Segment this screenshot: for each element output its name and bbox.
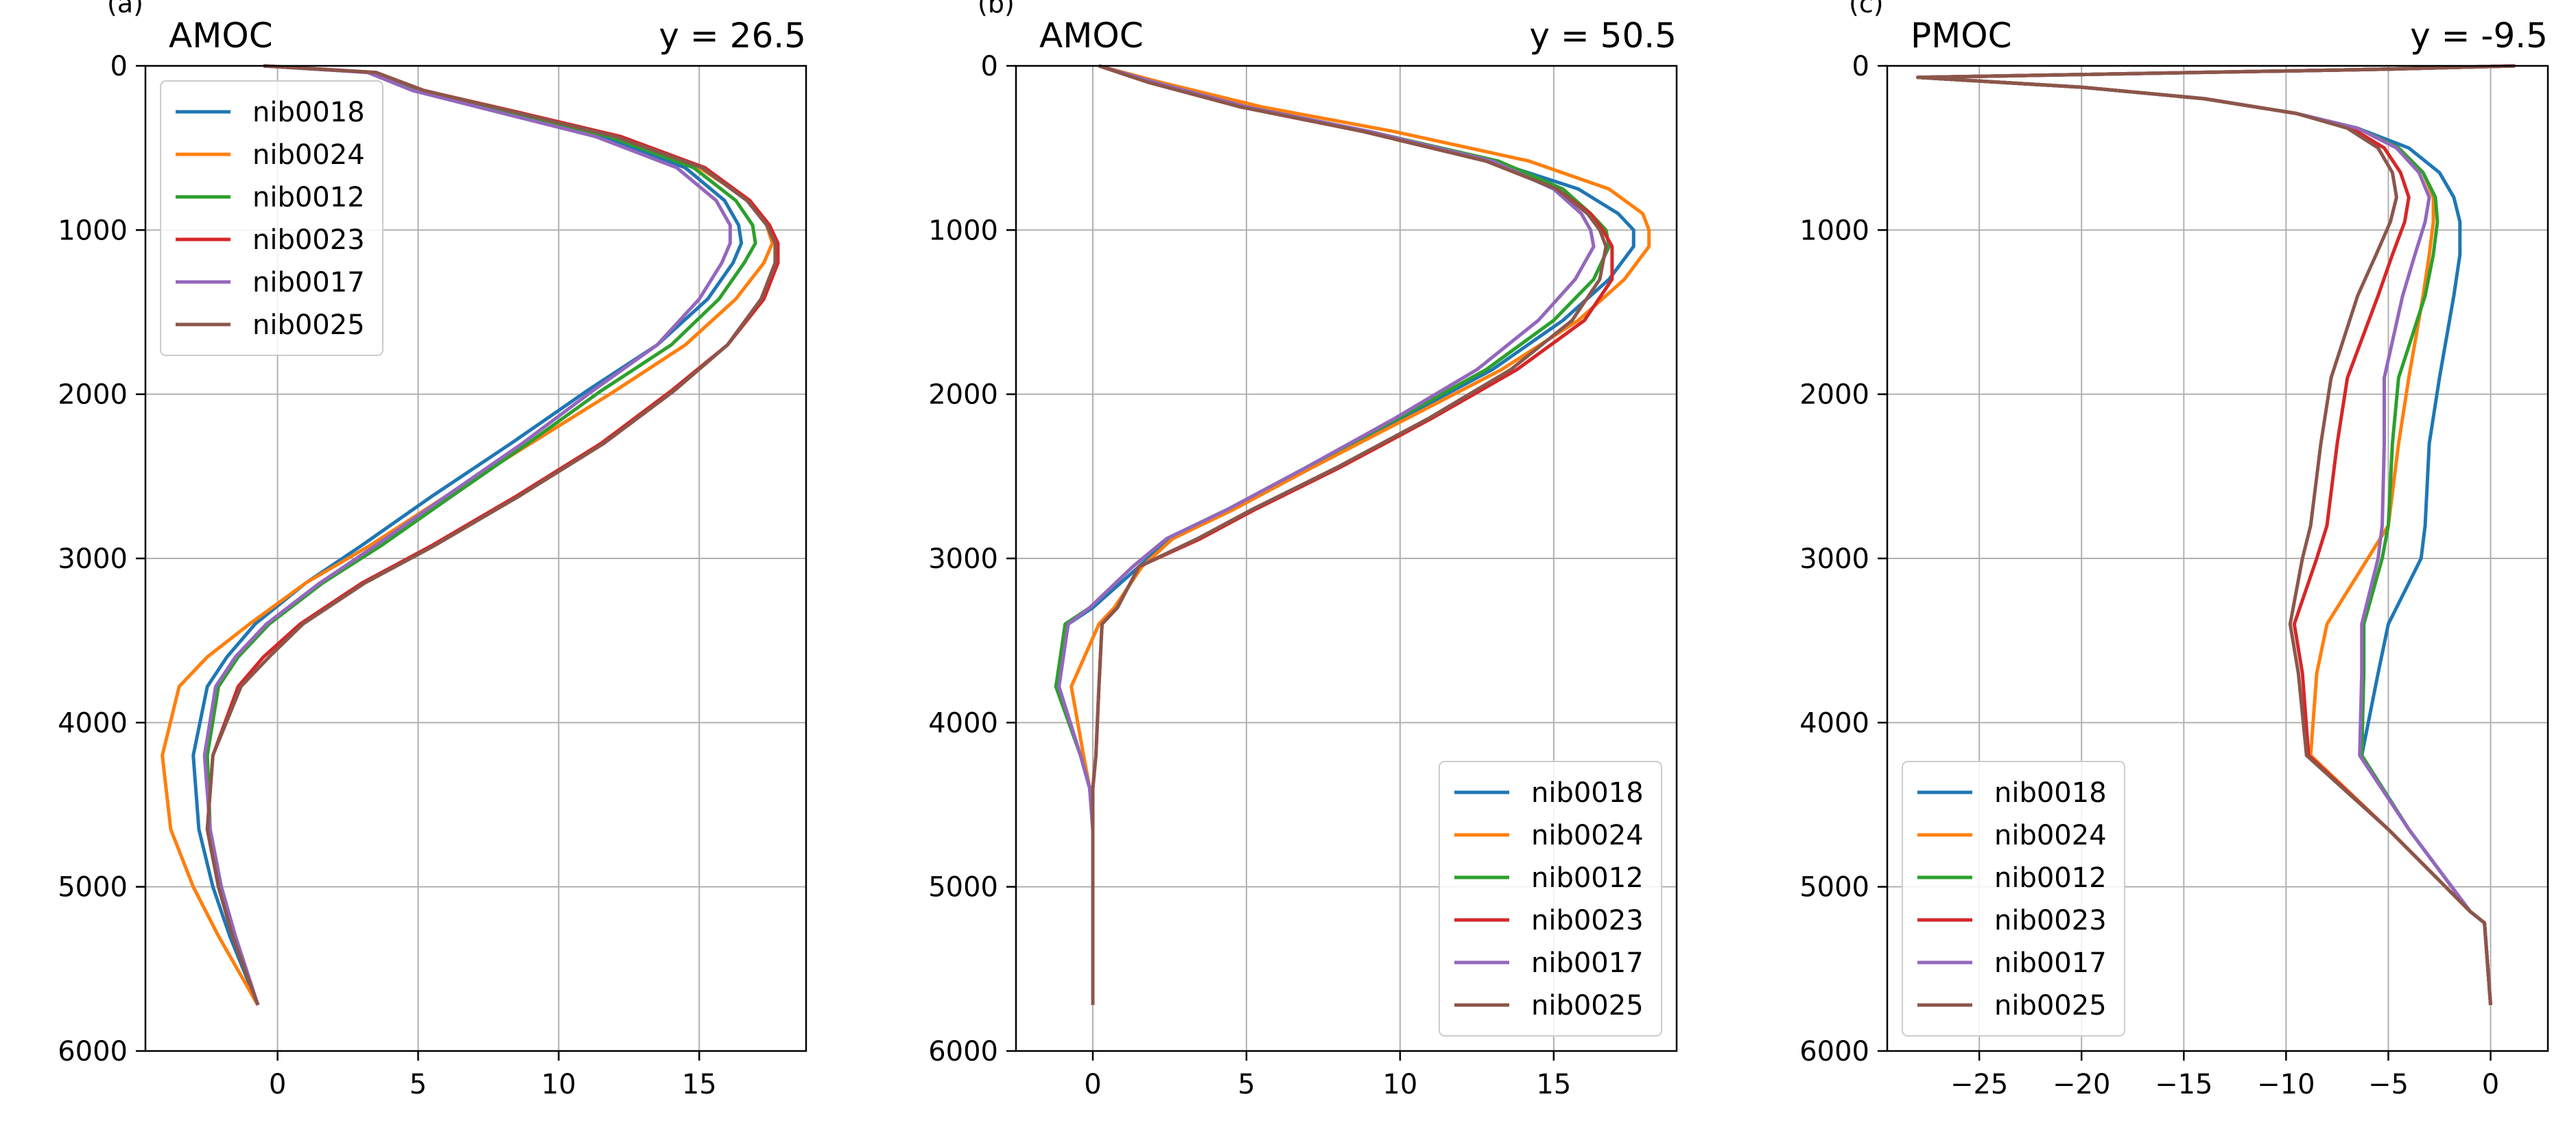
legend-label: nib0025 [1994,990,2107,1021]
series-line-nib0025 [1916,64,2516,1006]
legend-box [1902,761,2125,1037]
legend-label: nib0023 [252,224,365,256]
legend-label: nib0018 [1994,777,2107,809]
series-lines [161,64,780,1006]
y-tick-label: 5000 [928,872,998,903]
legend-label: nib0017 [252,267,365,298]
y-axis-ticks: 0 1000 2000 3000 4000 5000 6000 [1799,51,1887,1067]
x-tick-label: −20 [2053,1069,2110,1100]
y-tick-label: 4000 [928,707,998,739]
y-tick-label: 6000 [1799,1036,1869,1067]
legend-label: nib0012 [1531,862,1644,894]
x-tick-label: 10 [541,1069,576,1100]
series-line-nib0025 [205,64,777,1006]
y-tick-label: 3000 [58,543,128,575]
chart-title: AMOC [169,16,273,56]
series-lines [1054,64,1651,1005]
x-tick-label: −5 [2368,1069,2409,1100]
y-tick-label: 1000 [928,215,998,246]
chart-title-right: y = 50.5 [1529,16,1677,56]
panel-a: 0 5 10 15 0 1000 2000 3000 4000 5000 6000 (a) AMO… [58,0,807,1100]
x-axis-ticks: −25 −20 −15 −10 −5 0 [1950,1051,2499,1100]
x-tick-label: 0 [269,1069,286,1100]
y-tick-label: 3000 [1799,543,1869,575]
legend-label: nib0012 [252,182,365,213]
y-tick-label: 2000 [1799,379,1869,411]
x-tick-label: 15 [1536,1069,1571,1100]
y-tick-label: 4000 [58,707,128,739]
chart-title-right: y = -9.5 [2410,16,2548,56]
legend-box [1439,761,1662,1037]
legend-label: nib0012 [1994,862,2107,894]
legend: nib0018 nib0024 nib0012 nib0023 nib0017 nib00… [1902,761,2125,1037]
legend-label: nib0017 [1994,947,2107,979]
series-line-nib0017 [202,64,732,1006]
legend-label: nib0025 [252,309,365,341]
x-tick-label: 0 [1084,1069,1101,1100]
chart-title-right: y = 26.5 [659,16,806,56]
legend-label: nib0024 [1531,820,1644,851]
x-tick-label: −10 [2257,1069,2315,1100]
y-tick-label: 4000 [1799,707,1869,739]
legend-box [160,80,383,356]
x-tick-label: 15 [682,1069,717,1100]
y-tick-label: 1000 [58,215,128,246]
y-tick-label: 5000 [1799,872,1869,903]
chart-title: AMOC [1039,16,1144,56]
y-tick-label: 2000 [58,379,128,411]
x-tick-label: 0 [2482,1069,2499,1100]
x-tick-label: −15 [2155,1069,2212,1100]
legend: nib0018 nib0024 nib0012 nib0023 nib0017 nib00… [160,80,383,356]
x-axis-ticks: 0 5 10 15 [1084,1051,1571,1100]
y-tick-label: 0 [1852,51,1869,82]
y-axis-ticks: 0 1000 2000 3000 4000 5000 6000 [58,51,145,1067]
y-tick-label: 6000 [58,1036,128,1067]
y-tick-label: 2000 [928,379,998,411]
y-tick-label: 6000 [928,1036,998,1067]
series-lines [1916,64,2516,1006]
chart-title: PMOC [1911,16,2012,56]
legend-label: nib0018 [252,97,365,128]
legend-label: nib0024 [252,139,365,171]
legend-label: nib0018 [1531,777,1644,809]
legend-label: nib0024 [1994,820,2107,851]
y-axis-ticks: 0 1000 2000 3000 4000 5000 6000 [928,51,1016,1067]
y-tick-label: 1000 [1799,215,1869,246]
x-tick-label: 10 [1382,1069,1417,1100]
series-line-nib0025 [1091,64,1608,1005]
legend: nib0018 nib0024 nib0012 nib0023 nib0017 nib00… [1439,761,1662,1037]
panel-b: 0 5 10 15 0 1000 2000 3000 4000 5000 6000 (b) AMO… [928,0,1678,1100]
x-tick-label: 5 [410,1069,427,1100]
panel-label: (c) [1849,0,1884,19]
y-tick-label: 0 [981,51,998,82]
x-tick-label: 5 [1238,1069,1255,1100]
legend-label: nib0023 [1531,905,1644,936]
y-tick-label: 0 [110,51,128,82]
panel-label: (b) [978,0,1015,19]
series-line-nib0018 [191,64,744,1006]
panel-c: −25 −20 −15 −10 −5 0 0 1000 2000 3000 4000 5000 600… [1799,0,2549,1100]
legend-label: nib0023 [1994,905,2107,936]
legend-label: nib0017 [1531,947,1644,979]
y-tick-label: 3000 [928,543,998,575]
panel-label: (a) [107,0,143,19]
x-axis-ticks: 0 5 10 15 [269,1051,717,1100]
y-tick-label: 5000 [58,872,128,903]
legend-label: nib0025 [1531,990,1644,1021]
x-tick-label: −25 [1950,1069,2008,1100]
